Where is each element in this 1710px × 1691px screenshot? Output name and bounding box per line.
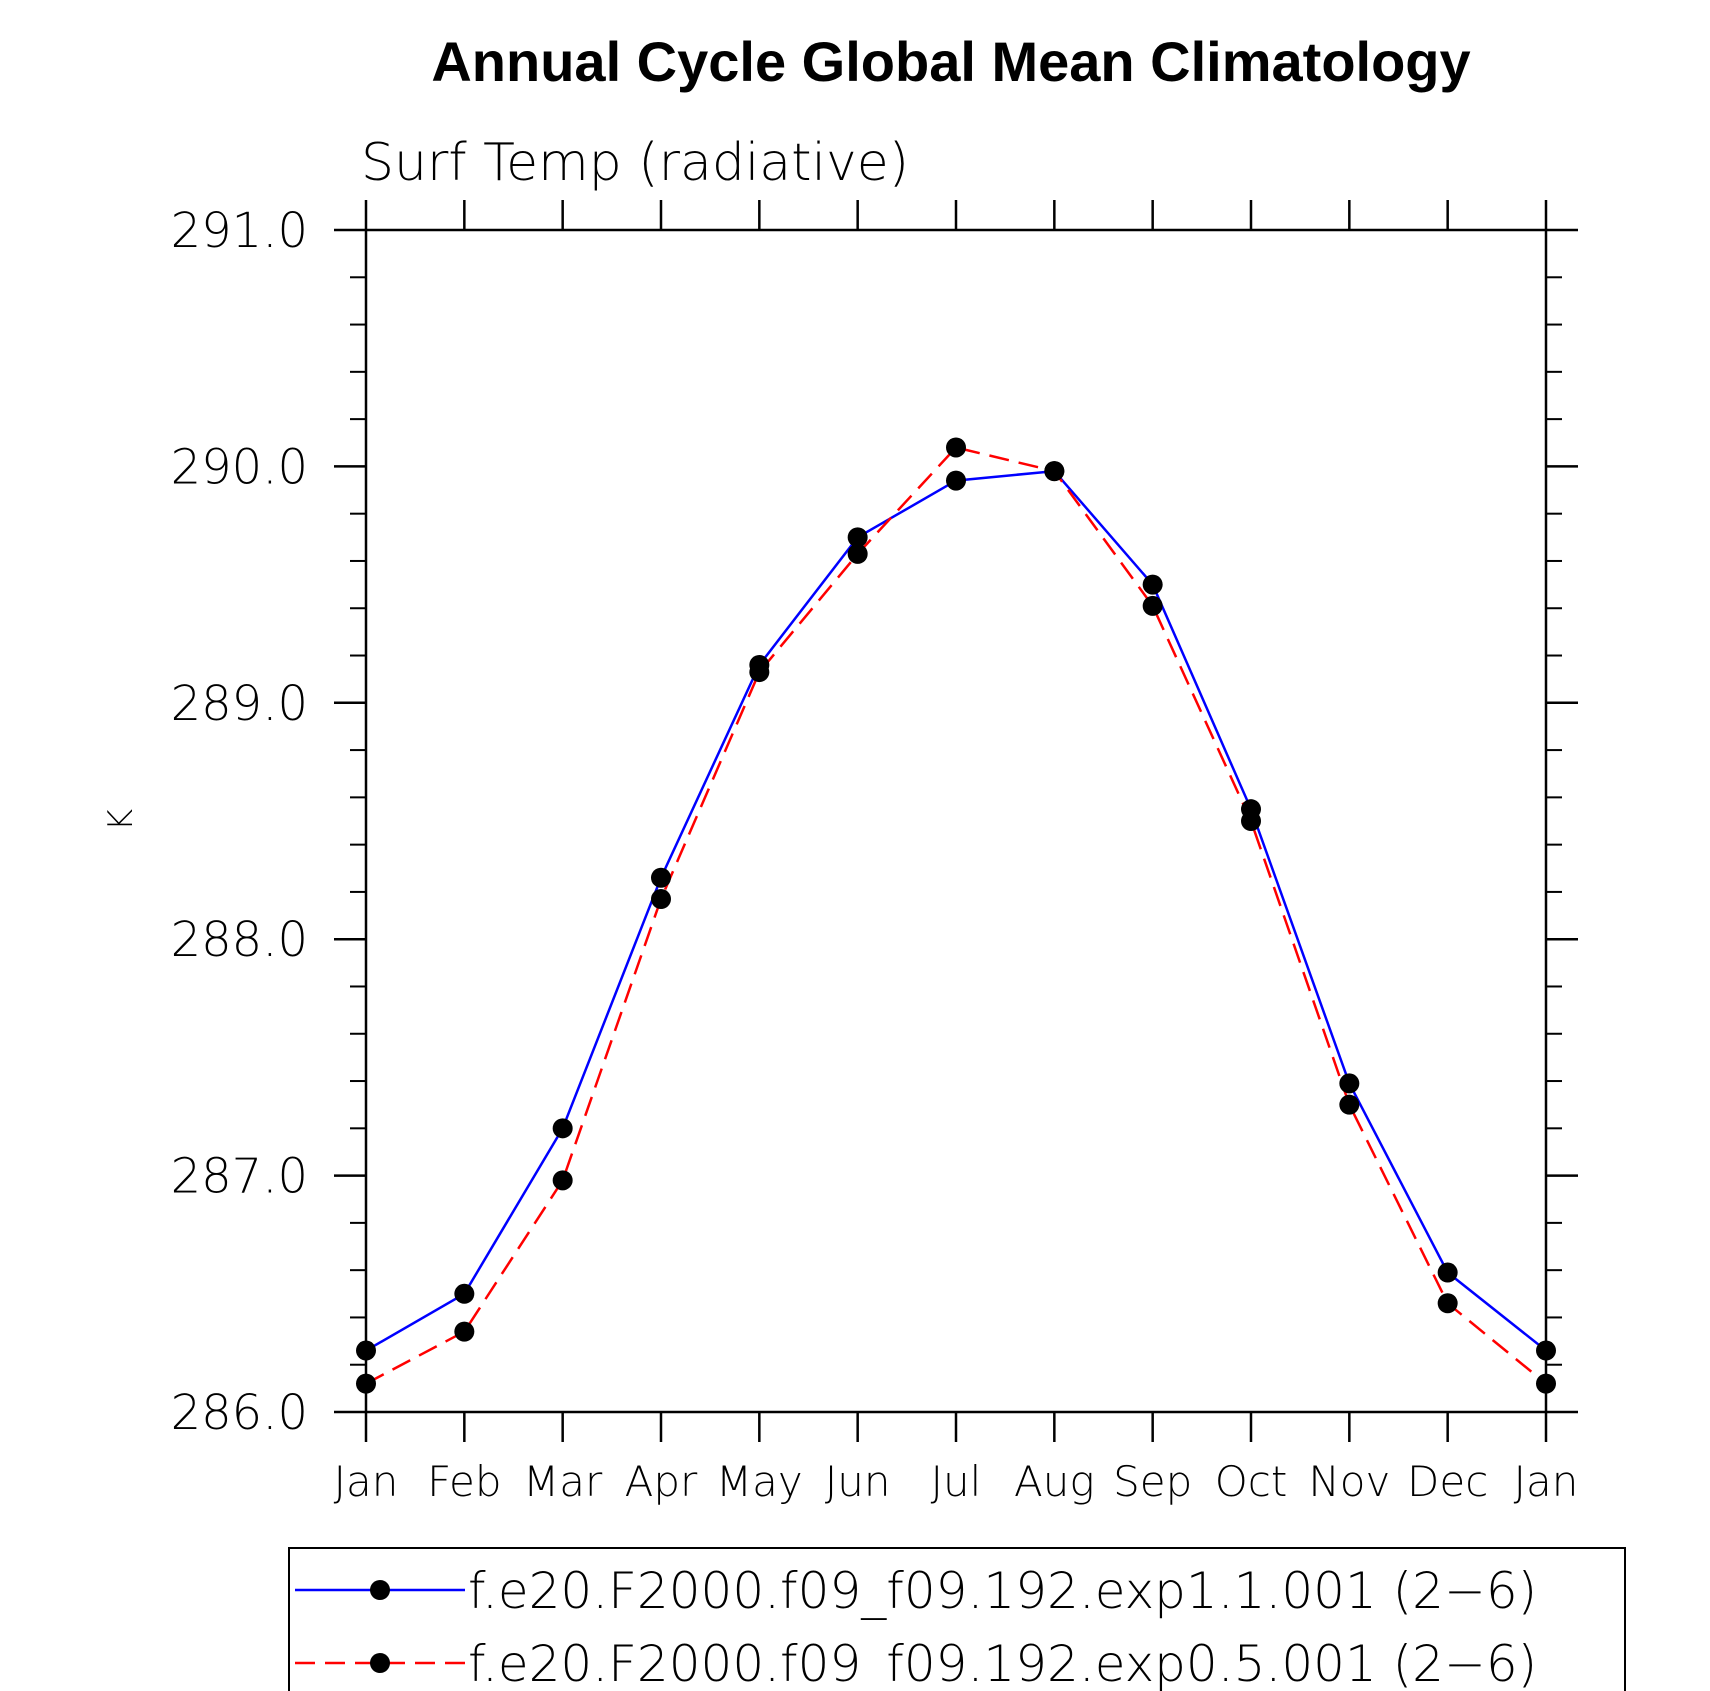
plot-area bbox=[356, 437, 1556, 1394]
x-tick-label: May bbox=[716, 1457, 803, 1506]
series-1-point bbox=[552, 1170, 573, 1191]
series-0-point bbox=[1339, 1073, 1360, 1094]
chart-title: Annual Cycle Global Mean Climatology bbox=[431, 30, 1470, 93]
chart-subtitle: Surf Temp (radiative) bbox=[361, 133, 909, 193]
y-tick-label: 289.0 bbox=[171, 676, 308, 732]
series-1-point bbox=[1044, 461, 1065, 482]
series-0-point bbox=[651, 867, 671, 888]
y-tick-label: 291.0 bbox=[171, 203, 308, 259]
x-tick-label: Jun bbox=[825, 1457, 891, 1506]
series-1-point bbox=[454, 1321, 475, 1342]
y-tick-label: 288.0 bbox=[171, 912, 308, 968]
axes: 286.0 287.0 288.0 289.0 290.0 291.0 Jan Feb Mar A… bbox=[171, 200, 1579, 1506]
series-1-point bbox=[651, 889, 671, 910]
series-line-1 bbox=[365, 446, 1547, 1385]
x-tick-label: Apr bbox=[625, 1457, 698, 1506]
legend-label-0: f.e20.F2000.f09_f09.192.exp1.1.001 (2−6) bbox=[468, 1562, 1537, 1620]
series-0-point bbox=[552, 1118, 573, 1139]
x-tick-label: Dec bbox=[1407, 1457, 1488, 1506]
series-0-point bbox=[356, 1340, 376, 1361]
plot-frame bbox=[364, 228, 1548, 1414]
y-tick-label: 290.0 bbox=[171, 439, 308, 495]
x-tick-label: Aug bbox=[1014, 1457, 1095, 1506]
x-tick-label: Sep bbox=[1113, 1457, 1192, 1506]
x-tick-label: Jan bbox=[1514, 1457, 1579, 1506]
series-1-point bbox=[1536, 1373, 1556, 1394]
x-tick-label: Feb bbox=[427, 1457, 501, 1506]
series-0-point bbox=[847, 527, 868, 548]
legend-box bbox=[288, 1547, 1626, 1691]
x-tick-label: Jan bbox=[334, 1457, 399, 1506]
legend-label-1: f.e20.F2000.f09_f09.192.exp0.5.001 (2−6) bbox=[468, 1635, 1537, 1691]
legend-marker-0 bbox=[370, 1580, 390, 1600]
x-tick-label: Mar bbox=[523, 1457, 603, 1506]
series-1-point bbox=[1339, 1094, 1360, 1115]
legend: f.e20.F2000.f09_f09.192.exp1.1.001 (2−6)… bbox=[288, 1547, 1626, 1691]
x-tick-label: Oct bbox=[1215, 1457, 1288, 1506]
legend-marker-1 bbox=[370, 1653, 390, 1673]
series-0-point bbox=[1536, 1340, 1556, 1361]
y-axis-label: K bbox=[101, 809, 141, 831]
series-1-point bbox=[749, 662, 770, 683]
series-1-point bbox=[847, 543, 868, 564]
series-1-point bbox=[1241, 811, 1261, 831]
x-tick-label: Nov bbox=[1308, 1457, 1390, 1506]
series-1-point bbox=[356, 1373, 376, 1394]
x-tick-label: Jul bbox=[931, 1457, 982, 1506]
series-0-point bbox=[946, 470, 966, 491]
series-1-point bbox=[1437, 1293, 1458, 1314]
series-1-point bbox=[1142, 595, 1163, 616]
series-0-point bbox=[1142, 574, 1163, 595]
y-tick-label: 286.0 bbox=[171, 1385, 308, 1441]
series-0-point bbox=[1437, 1262, 1458, 1283]
y-tick-label: 287.0 bbox=[171, 1149, 308, 1205]
series-line-0 bbox=[365, 469, 1547, 1352]
series-1-point bbox=[946, 437, 966, 458]
series-0-point bbox=[454, 1283, 475, 1304]
